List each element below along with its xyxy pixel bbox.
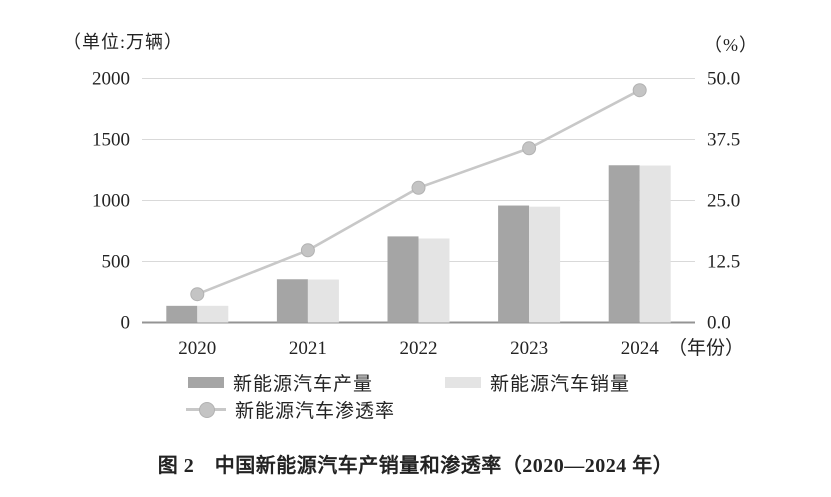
svg-text:50.0: 50.0 xyxy=(707,69,740,90)
chart-plot-area: 0 500 1000 1500 2000 0.0 12.5 25.0 37.5 50.0 2020 2… xyxy=(92,69,744,360)
svg-text:37.5: 37.5 xyxy=(707,130,740,151)
legend-item-production: 新能源汽车产量 xyxy=(188,374,373,395)
figure-caption: 图 2 中国新能源汽车产销量和渗透率（2020—2024 年） xyxy=(157,455,674,477)
svg-text:1000: 1000 xyxy=(92,191,130,212)
svg-text:2024: 2024 xyxy=(621,338,660,359)
svg-text:2020: 2020 xyxy=(178,338,216,359)
legend-label-production: 新能源汽车产量 xyxy=(233,373,374,395)
svg-text:2023: 2023 xyxy=(510,338,548,359)
production-bar-swatch-icon xyxy=(188,376,224,388)
svg-text:（年份）: （年份） xyxy=(668,337,744,359)
svg-text:2000: 2000 xyxy=(92,69,130,90)
svg-text:2022: 2022 xyxy=(400,338,438,359)
legend-label-penetration: 新能源汽车渗透率 xyxy=(235,400,396,422)
legend-item-sales: 新能源汽车销量 xyxy=(445,374,630,395)
svg-text:2021: 2021 xyxy=(289,338,327,359)
svg-text:12.5: 12.5 xyxy=(707,252,740,273)
svg-text:500: 500 xyxy=(102,252,131,273)
penetration-line-swatch-icon xyxy=(186,402,226,418)
right-axis-unit-label: （%） xyxy=(704,35,758,55)
left-axis-unit-label: （单位:万辆） xyxy=(63,32,184,52)
svg-text:0.0: 0.0 xyxy=(707,313,731,334)
legend-label-sales: 新能源汽车销量 xyxy=(490,373,631,395)
sales-bar-swatch-icon xyxy=(445,376,481,388)
svg-text:1500: 1500 xyxy=(92,130,130,151)
legend-item-penetration: 新能源汽车渗透率 xyxy=(186,401,395,422)
svg-text:0: 0 xyxy=(121,313,131,334)
svg-text:25.0: 25.0 xyxy=(707,191,740,212)
